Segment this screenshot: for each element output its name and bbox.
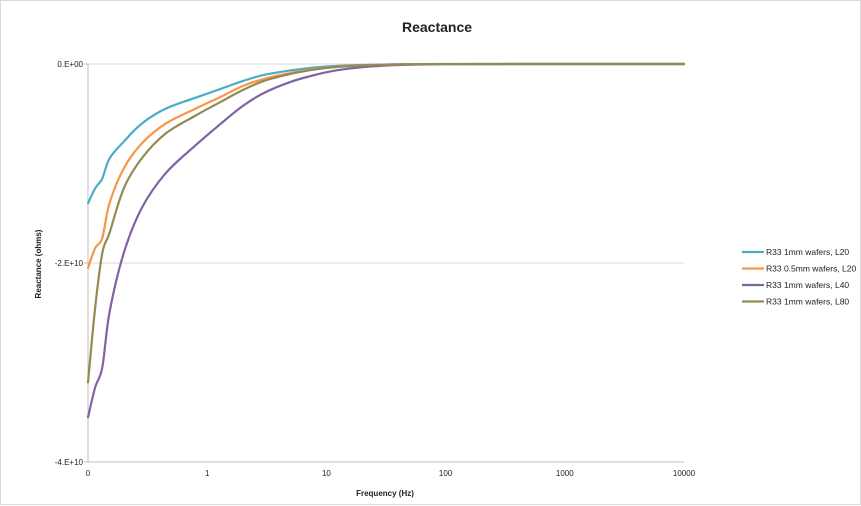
series-line-4 bbox=[86, 62, 686, 384]
grid-lines bbox=[88, 63, 684, 264]
x-tick-label: 0 bbox=[86, 469, 91, 478]
series-line-1 bbox=[86, 62, 686, 205]
x-tick-label: 10 bbox=[322, 469, 331, 478]
y-tick-label: -2.E+10 bbox=[55, 259, 84, 268]
legend-label: R33 1mm wafers, L20 bbox=[766, 247, 849, 257]
legend-label: R33 0.5mm wafers, L20 bbox=[766, 264, 857, 274]
x-tick-label: 100 bbox=[439, 469, 453, 478]
series-lines bbox=[86, 62, 686, 419]
legend-label: R33 1mm wafers, L40 bbox=[766, 280, 849, 290]
x-tick-label: 1 bbox=[205, 469, 210, 478]
y-tick-label: 0.E+00 bbox=[57, 60, 83, 69]
x-axis-title: Frequency (Hz) bbox=[356, 489, 414, 498]
axes bbox=[84, 63, 684, 463]
y-axis-title: Reactance (ohms) bbox=[34, 229, 43, 298]
series-line-2 bbox=[86, 62, 686, 270]
y-tick-label: -4.E+10 bbox=[55, 458, 84, 467]
x-tick-label: 1000 bbox=[556, 469, 574, 478]
x-tick-label: 10000 bbox=[673, 469, 696, 478]
chart-title: Reactance bbox=[402, 19, 472, 35]
legend: R33 1mm wafers, L20 R33 0.5mm wafers, L20… bbox=[742, 247, 857, 307]
tick-labels: 0.E+00 -2.E+10 -4.E+100 1 10 100 1000 10000 bbox=[55, 60, 696, 478]
legend-label: R33 1mm wafers, L80 bbox=[766, 297, 849, 307]
